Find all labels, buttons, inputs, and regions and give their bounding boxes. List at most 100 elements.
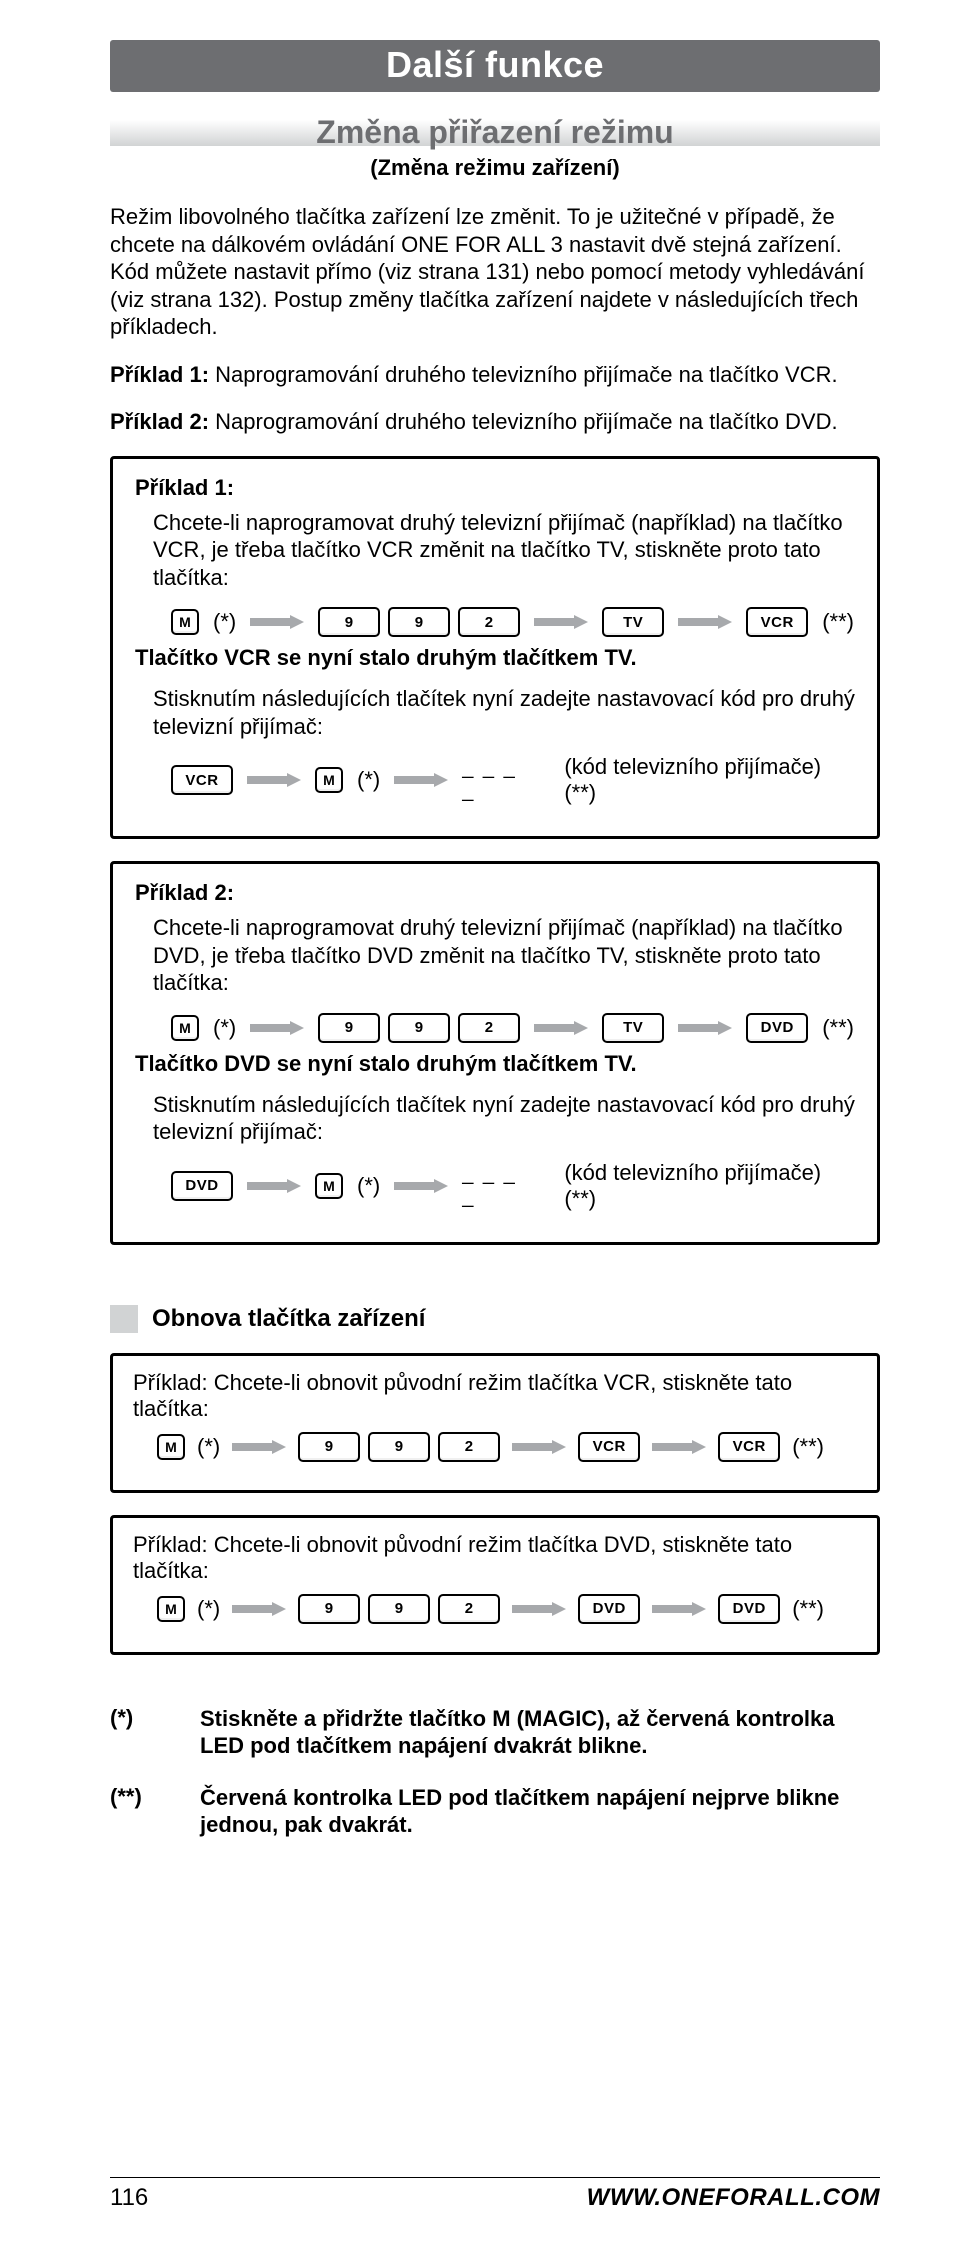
page-number: 116 <box>110 2184 148 2212</box>
ex2-title: Příklad 2: <box>135 880 855 906</box>
subheader-text: Změna přiřazení režimu <box>316 114 673 150</box>
arrow-icon <box>232 1602 286 1616</box>
k9b: 9 <box>368 1432 430 1462</box>
ex1-next: Stisknutím následujících tlačítek nyní z… <box>153 685 855 740</box>
k9a: 9 <box>298 1432 360 1462</box>
key-9a: 9 <box>318 1013 380 1043</box>
ex1-seq1: M (*) 9 9 2 TV VCR (**) <box>171 607 855 637</box>
dvd1: DVD <box>578 1594 640 1624</box>
code-keys: 9 9 2 <box>298 1432 500 1462</box>
blank-code: _ _ _ _ <box>462 1163 536 1209</box>
ex2-next: Stisknutím následujících tlačítek nyní z… <box>153 1091 855 1146</box>
star-mark: (*) <box>213 609 236 635</box>
m-key: M <box>157 1434 185 1460</box>
restore-box2: Příklad: Chcete-li obnovit původní režim… <box>110 1515 880 1655</box>
subheader-wrap: Změna přiřazení režimu <box>110 114 880 151</box>
k9b: 9 <box>368 1594 430 1624</box>
star-mark: (*) <box>213 1015 236 1041</box>
arrow-icon <box>678 1021 732 1035</box>
star-mark3: (*) <box>357 1173 380 1199</box>
restore-title: Obnova tlačítka zařízení <box>152 1305 425 1333</box>
intro-ex2-label: Příklad 2: <box>110 409 209 434</box>
arrow-icon <box>652 1602 706 1616</box>
arrow-icon <box>394 1179 448 1193</box>
kod-text: (kód televizního přijímače) (**) <box>564 1160 855 1212</box>
arrow-icon <box>250 1021 304 1035</box>
page-header: Další funkce <box>110 40 880 92</box>
star2: (**) <box>792 1434 824 1460</box>
key-2: 2 <box>458 607 520 637</box>
m-key: M <box>157 1596 185 1622</box>
ex2-desc: Chcete-li naprogramovat druhý televizní … <box>153 914 855 997</box>
dvd-key2: DVD <box>171 1171 233 1201</box>
star-mark2: (**) <box>822 609 854 635</box>
k9a: 9 <box>298 1594 360 1624</box>
restore-section-header: Obnova tlačítka zařízení <box>110 1305 880 1333</box>
footnote2: (**) Červená kontrolka LED pod tlačítkem… <box>110 1784 880 1839</box>
fn1-label: (*) <box>110 1705 160 1760</box>
arrow-icon <box>652 1440 706 1454</box>
arrow-icon <box>247 1179 301 1193</box>
vcr-key2: VCR <box>171 765 233 795</box>
vcr1: VCR <box>578 1432 640 1462</box>
example1-box: Příklad 1: Chcete-li naprogramovat druhý… <box>110 456 880 840</box>
code-keys: 9 9 2 <box>298 1594 500 1624</box>
ex2-result: Tlačítko DVD se nyní stalo druhým tlačít… <box>135 1051 855 1077</box>
ex1-seq2: VCR M (*) _ _ _ _ (kód televizního přijí… <box>171 754 855 806</box>
intro-ex2: Příklad 2: Naprogramování druhého televi… <box>110 408 880 436</box>
arrow-icon <box>394 773 448 787</box>
m-key2: M <box>315 1173 343 1199</box>
intro-ex1: Příklad 1: Naprogramování druhého televi… <box>110 361 880 389</box>
key-9b: 9 <box>388 607 450 637</box>
restore1-seq: M (*) 9 9 2 VCR VCR (**) <box>157 1432 857 1462</box>
restore2-desc: Příklad: Chcete-li obnovit původní režim… <box>133 1532 857 1584</box>
star2: (**) <box>792 1596 824 1622</box>
m-key: M <box>171 1015 199 1041</box>
arrow-icon <box>512 1440 566 1454</box>
intro-ex2-text: Naprogramování druhého televizního přijí… <box>209 409 838 434</box>
key-9a: 9 <box>318 607 380 637</box>
ex1-result: Tlačítko VCR se nyní stalo druhým tlačít… <box>135 645 855 671</box>
arrow-icon <box>534 1021 588 1035</box>
key-2: 2 <box>458 1013 520 1043</box>
restore2-seq: M (*) 9 9 2 DVD DVD (**) <box>157 1594 857 1624</box>
intro-ex1-label: Příklad 1: <box>110 362 209 387</box>
example2-box: Příklad 2: Chcete-li naprogramovat druhý… <box>110 861 880 1245</box>
fn2-text: Červená kontrolka LED pod tlačítkem napá… <box>200 1784 880 1839</box>
tv-key: TV <box>602 1013 664 1043</box>
code-keys: 9 9 2 <box>318 1013 520 1043</box>
star-mark2: (**) <box>822 1015 854 1041</box>
vcr-key: VCR <box>746 607 808 637</box>
m-key: M <box>171 609 199 635</box>
dvd-key: DVD <box>746 1013 808 1043</box>
star: (*) <box>197 1434 220 1460</box>
code-keys: 9 9 2 <box>318 607 520 637</box>
tv-key: TV <box>602 607 664 637</box>
k2: 2 <box>438 1432 500 1462</box>
ex1-title: Příklad 1: <box>135 475 855 501</box>
arrow-icon <box>232 1440 286 1454</box>
ex2-seq2: DVD M (*) _ _ _ _ (kód televizního přijí… <box>171 1160 855 1212</box>
m-key2: M <box>315 767 343 793</box>
kod-text: (kód televizního přijímače) (**) <box>564 754 855 806</box>
fn1-text: Stiskněte a přidržte tlačítko M (MAGIC),… <box>200 1705 880 1760</box>
arrow-icon <box>678 615 732 629</box>
gray-square-icon <box>110 1305 138 1333</box>
arrow-icon <box>247 773 301 787</box>
intro-ex1-text: Naprogramování druhého televizního přijí… <box>209 362 838 387</box>
arrow-icon <box>534 615 588 629</box>
dvd2: DVD <box>718 1594 780 1624</box>
vcr2: VCR <box>718 1432 780 1462</box>
ex1-desc: Chcete-li naprogramovat druhý televizní … <box>153 509 855 592</box>
restore1-desc: Příklad: Chcete-li obnovit původní režim… <box>133 1370 857 1422</box>
ex2-seq1: M (*) 9 9 2 TV DVD (**) <box>171 1013 855 1043</box>
intro-paragraph: Režim libovolného tlačítka zařízení lze … <box>110 203 880 341</box>
footnote1: (*) Stiskněte a přidržte tlačítko M (MAG… <box>110 1705 880 1760</box>
k2: 2 <box>438 1594 500 1624</box>
star-mark3: (*) <box>357 767 380 793</box>
fn2-label: (**) <box>110 1784 160 1839</box>
star: (*) <box>197 1596 220 1622</box>
footer-url: WWW.ONEFORALL.COM <box>587 2184 880 2212</box>
key-9b: 9 <box>388 1013 450 1043</box>
blank-code: _ _ _ _ <box>462 757 536 803</box>
